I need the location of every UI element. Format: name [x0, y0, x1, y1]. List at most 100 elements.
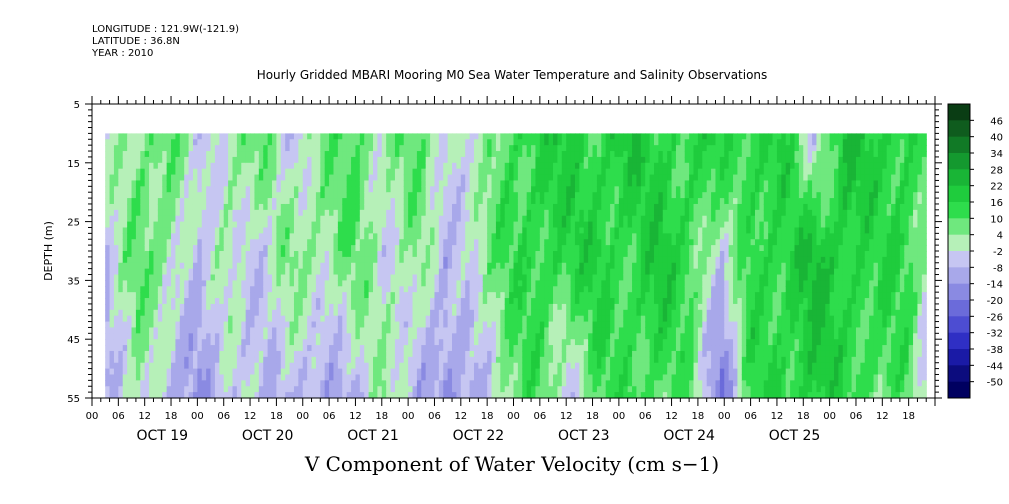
- heatmap-cell: [430, 392, 436, 399]
- heatmap-cell: [465, 392, 471, 399]
- heatmap-cell: [430, 345, 436, 352]
- heatmap-cell: [539, 256, 545, 264]
- heatmap-cell: [105, 239, 111, 246]
- heatmap-cell: [333, 274, 339, 281]
- heatmap-cell: [192, 221, 198, 229]
- heatmap-cell: [588, 309, 594, 317]
- heatmap-cell: [105, 368, 111, 376]
- heatmap-cell: [201, 215, 207, 223]
- heatmap-cell: [162, 174, 168, 182]
- heatmap-cell: [368, 315, 374, 323]
- heatmap-cell: [570, 198, 576, 205]
- heatmap-cell: [517, 209, 523, 217]
- heatmap-cell: [535, 227, 541, 234]
- heatmap-cell: [333, 374, 339, 381]
- heatmap-cell: [570, 356, 576, 364]
- heatmap-cell: [500, 362, 506, 370]
- heatmap-cell: [223, 362, 229, 370]
- heatmap-cell: [276, 280, 282, 287]
- heatmap-cell: [276, 186, 282, 193]
- heatmap-cell: [531, 168, 537, 176]
- heatmap-cell: [197, 256, 203, 264]
- heatmap-cell: [118, 368, 124, 376]
- heatmap-cell: [333, 203, 339, 211]
- heatmap-cell: [127, 156, 133, 164]
- heatmap-cell: [320, 268, 326, 276]
- heatmap-cell: [456, 286, 462, 293]
- heatmap-cell: [250, 286, 256, 293]
- heatmap-cell: [539, 151, 545, 158]
- heatmap-cell: [390, 339, 396, 346]
- heatmap-cell: [188, 245, 194, 252]
- heatmap-cell: [118, 392, 124, 399]
- heatmap-cell: [346, 333, 352, 340]
- heatmap-cell: [460, 168, 466, 176]
- heatmap-cell: [421, 368, 427, 376]
- heatmap-cell: [561, 392, 567, 399]
- heatmap-cell: [131, 309, 137, 317]
- heatmap-cell: [276, 362, 282, 370]
- heatmap-cell: [548, 139, 554, 146]
- heatmap-cell: [140, 345, 146, 352]
- heatmap-cell: [544, 345, 550, 352]
- heatmap-cell: [166, 274, 172, 281]
- heatmap-cell: [539, 298, 545, 305]
- heatmap-cell: [175, 174, 181, 182]
- heatmap-cell: [162, 274, 168, 281]
- heatmap-cell: [171, 286, 177, 293]
- heatmap-cell: [118, 174, 124, 182]
- heatmap-cell: [241, 274, 247, 281]
- heatmap-cell: [175, 392, 181, 399]
- heatmap-cell: [293, 315, 299, 323]
- heatmap-cell: [351, 139, 357, 146]
- heatmap-cell: [201, 345, 207, 352]
- heatmap-cell: [241, 145, 247, 152]
- heatmap-cell: [201, 374, 207, 381]
- heatmap-cell: [377, 286, 383, 293]
- heatmap-cell: [241, 198, 247, 205]
- heatmap-cell: [109, 327, 115, 334]
- heatmap-cell: [250, 315, 256, 323]
- heatmap-cell: [574, 298, 580, 305]
- heatmap-cell: [386, 215, 392, 223]
- heatmap-cell: [583, 350, 589, 358]
- heatmap-cell: [272, 251, 278, 258]
- heatmap-cell: [469, 221, 475, 229]
- heatmap-cell: [315, 139, 321, 146]
- heatmap-cell: [351, 268, 357, 276]
- heatmap-cell: [570, 186, 576, 193]
- heatmap-cell: [289, 321, 295, 329]
- heatmap-cell: [206, 139, 212, 146]
- heatmap-cell: [452, 298, 458, 305]
- heatmap-cell: [504, 327, 510, 334]
- heatmap-cell: [236, 233, 242, 240]
- heatmap-cell: [517, 392, 523, 399]
- heatmap-cell: [513, 186, 519, 193]
- heatmap-cell: [320, 303, 326, 311]
- heatmap-cell: [421, 339, 427, 346]
- heatmap-cell: [553, 145, 559, 152]
- heatmap-cell: [118, 209, 124, 217]
- heatmap-cell: [412, 339, 418, 346]
- heatmap-cell: [214, 374, 220, 381]
- heatmap-cell: [412, 392, 418, 399]
- heatmap-cell: [456, 262, 462, 270]
- heatmap-cell: [491, 280, 497, 287]
- heatmap-cell: [425, 227, 431, 234]
- heatmap-cell: [500, 350, 506, 358]
- heatmap-cell: [157, 362, 163, 370]
- heatmap-cell: [482, 180, 488, 187]
- heatmap-cell: [214, 133, 220, 140]
- heatmap-cell: [513, 198, 519, 205]
- heatmap-cell: [105, 303, 111, 311]
- heatmap-cell: [452, 174, 458, 182]
- heatmap-cell: [447, 186, 453, 193]
- heatmap-cell: [122, 168, 128, 176]
- heatmap-cell: [197, 298, 203, 305]
- heatmap-cell: [355, 256, 361, 264]
- heatmap-cell: [561, 386, 567, 393]
- heatmap-cell: [390, 227, 396, 234]
- heatmap-cell: [113, 174, 119, 182]
- heatmap-cell: [359, 268, 365, 276]
- heatmap-cell: [232, 192, 238, 199]
